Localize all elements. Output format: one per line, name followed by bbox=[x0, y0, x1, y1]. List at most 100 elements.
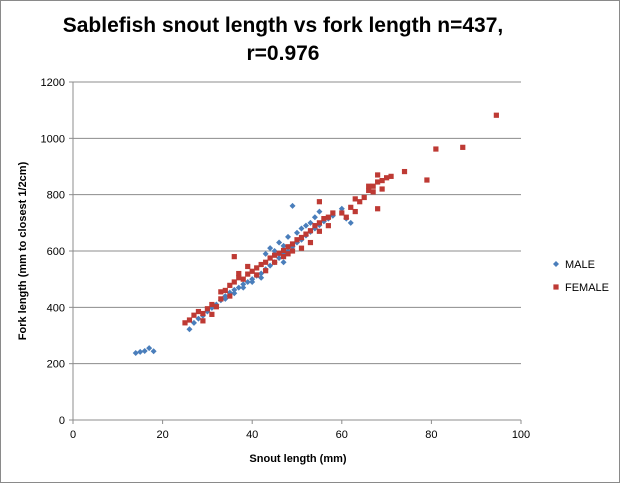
female-point bbox=[231, 254, 237, 260]
male-point bbox=[195, 315, 202, 322]
female-point bbox=[375, 179, 381, 185]
chart-title-line-1: Sablefish snout length vs fork length n=… bbox=[63, 14, 504, 37]
male-point bbox=[276, 239, 283, 246]
male-point bbox=[280, 259, 287, 266]
female-point bbox=[289, 248, 296, 254]
female-point bbox=[240, 276, 246, 282]
female-point bbox=[460, 144, 466, 150]
female-point bbox=[285, 244, 291, 250]
female-point bbox=[379, 177, 385, 184]
female-point bbox=[366, 183, 372, 189]
series-female bbox=[182, 112, 499, 326]
y-tick-label: 600 bbox=[47, 246, 65, 258]
female-point bbox=[285, 251, 291, 257]
female-point bbox=[213, 304, 219, 310]
x-tick-label: 100 bbox=[512, 429, 530, 441]
female-point bbox=[325, 223, 331, 229]
y-tick-label: 200 bbox=[47, 359, 65, 371]
y-tick-label: 800 bbox=[47, 190, 65, 202]
female-point bbox=[370, 189, 376, 195]
female-point bbox=[195, 308, 202, 315]
male-point bbox=[271, 248, 278, 254]
female-point bbox=[325, 214, 331, 220]
female-point bbox=[424, 177, 430, 183]
male-point bbox=[231, 290, 238, 297]
female-point bbox=[388, 173, 394, 179]
male-point bbox=[258, 270, 265, 277]
female-point bbox=[343, 214, 349, 220]
female-point bbox=[316, 199, 322, 205]
male-point bbox=[190, 319, 197, 326]
male-point bbox=[249, 278, 256, 285]
female-point bbox=[191, 312, 197, 318]
female-point bbox=[321, 216, 327, 222]
female-point bbox=[231, 279, 237, 285]
male-point bbox=[240, 281, 247, 288]
female-point bbox=[209, 311, 215, 317]
female-point bbox=[375, 172, 381, 178]
gridlines bbox=[73, 81, 521, 365]
female-point bbox=[294, 237, 300, 243]
female-point bbox=[182, 320, 188, 326]
female-point bbox=[227, 293, 233, 299]
male-point bbox=[231, 286, 238, 293]
male-point bbox=[285, 233, 292, 240]
female-point bbox=[307, 228, 314, 234]
female-point bbox=[236, 275, 242, 281]
female-point bbox=[298, 245, 305, 251]
female-point bbox=[280, 254, 287, 260]
female-point bbox=[263, 268, 269, 274]
female-point bbox=[348, 204, 354, 210]
female-point bbox=[352, 196, 358, 202]
male-point bbox=[276, 255, 283, 262]
legend-marker-female bbox=[553, 284, 559, 290]
male-point bbox=[137, 348, 144, 355]
male-point bbox=[132, 349, 139, 356]
female-point bbox=[289, 241, 296, 247]
y-tick-label: 400 bbox=[47, 302, 65, 314]
female-point bbox=[312, 223, 318, 229]
male-point bbox=[186, 326, 193, 333]
male-point bbox=[280, 242, 287, 249]
female-point bbox=[366, 187, 372, 194]
legend-label-female: FEMALE bbox=[565, 282, 609, 294]
female-point bbox=[357, 199, 363, 205]
female-point bbox=[339, 210, 345, 216]
x-tick-labels: 0 20 40 60 80 100 bbox=[70, 429, 530, 441]
male-point bbox=[267, 245, 274, 252]
female-point bbox=[352, 208, 358, 215]
female-point bbox=[433, 146, 439, 152]
male-point bbox=[289, 202, 296, 209]
female-point bbox=[222, 287, 228, 294]
female-point bbox=[236, 270, 242, 277]
male-point bbox=[338, 205, 345, 212]
axes bbox=[69, 81, 522, 424]
female-point bbox=[298, 234, 305, 241]
male-point bbox=[307, 219, 314, 226]
female-point bbox=[361, 194, 367, 201]
female-point bbox=[227, 282, 233, 288]
female-point bbox=[272, 259, 278, 265]
female-point bbox=[267, 255, 273, 261]
female-point bbox=[307, 239, 314, 246]
x-tick-label: 60 bbox=[336, 429, 348, 441]
male-point bbox=[146, 345, 153, 352]
female-point bbox=[370, 183, 376, 189]
x-tick-label: 0 bbox=[70, 429, 76, 441]
female-point bbox=[245, 263, 251, 270]
female-point bbox=[186, 317, 193, 323]
male-point bbox=[222, 295, 229, 302]
female-point bbox=[254, 272, 260, 278]
male-point bbox=[235, 284, 242, 291]
female-point bbox=[218, 296, 224, 302]
y-axis-title: Fork length (mm to closest 1/2cm) bbox=[17, 161, 29, 340]
female-point bbox=[330, 210, 336, 216]
y-tick-label: 1000 bbox=[41, 133, 65, 145]
male-point bbox=[316, 208, 323, 215]
legend-label-male: MALE bbox=[565, 259, 595, 271]
male-point bbox=[141, 347, 148, 354]
female-point bbox=[303, 231, 309, 237]
female-point bbox=[316, 228, 322, 234]
male-point bbox=[298, 225, 305, 232]
